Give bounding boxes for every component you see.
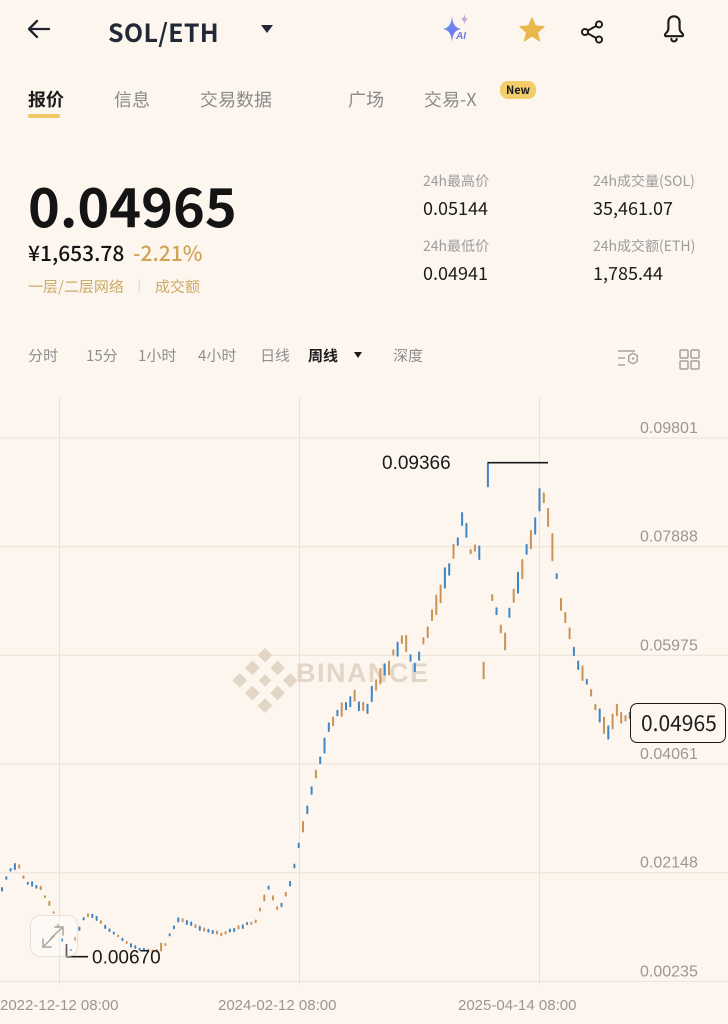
svg-text:2022-12-12 08:00: 2022-12-12 08:00 bbox=[0, 997, 118, 1014]
svg-text:2024-02-12 08:00: 2024-02-12 08:00 bbox=[218, 997, 336, 1014]
svg-text:2025-04-14 08:00: 2025-04-14 08:00 bbox=[458, 997, 576, 1014]
svg-text:BINANCE: BINANCE bbox=[296, 658, 430, 688]
svg-text:0.02148: 0.02148 bbox=[640, 855, 698, 872]
svg-text:0.09801: 0.09801 bbox=[640, 420, 698, 437]
svg-text:0.07888: 0.07888 bbox=[640, 529, 698, 546]
svg-text:0.00235: 0.00235 bbox=[640, 963, 698, 980]
svg-text:0.00670: 0.00670 bbox=[92, 948, 161, 969]
svg-text:0.05975: 0.05975 bbox=[640, 637, 698, 654]
svg-text:0.04061: 0.04061 bbox=[640, 746, 698, 763]
svg-text:0.09366: 0.09366 bbox=[382, 453, 451, 474]
